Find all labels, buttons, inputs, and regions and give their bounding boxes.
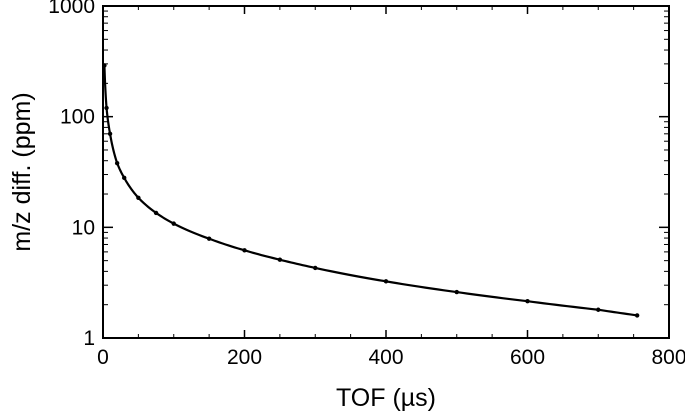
data-point: [525, 299, 530, 304]
data-point: [136, 195, 141, 200]
data-point: [102, 63, 107, 68]
data-point: [596, 307, 601, 312]
x-tick-label: 200: [227, 346, 262, 369]
y-tick-label: 10: [72, 216, 95, 239]
data-point: [114, 160, 120, 166]
data-point: [454, 289, 459, 295]
y-tick-label: 100: [60, 106, 95, 129]
data-point: [242, 248, 247, 253]
data-point: [104, 105, 109, 111]
series-points: [102, 63, 640, 318]
data-point: [107, 131, 113, 137]
data-point: [122, 175, 127, 181]
data-point: [383, 279, 389, 284]
data-point: [634, 313, 640, 318]
y-axis: 1 10 100 1000: [48, 0, 669, 350]
x-tick-label: 400: [368, 346, 403, 369]
data-point: [313, 265, 318, 271]
y-axis-label: m/z diff. (ppm): [8, 92, 36, 251]
data-point: [153, 210, 159, 216]
plot-frame: [102, 5, 670, 339]
x-tick-label: 800: [651, 346, 685, 369]
y-tick-label: 1000: [48, 0, 95, 18]
data-point: [277, 257, 283, 262]
data-point: [171, 221, 176, 226]
y-tick-label: 1: [83, 327, 95, 350]
x-tick-label: 0: [97, 346, 109, 369]
x-axis-label: TOF (µs): [336, 384, 436, 412]
x-tick-label: 600: [510, 346, 545, 369]
data-point: [206, 236, 212, 241]
series-line: [103, 65, 638, 317]
x-axis: 0 200 400 600 800: [97, 6, 685, 369]
